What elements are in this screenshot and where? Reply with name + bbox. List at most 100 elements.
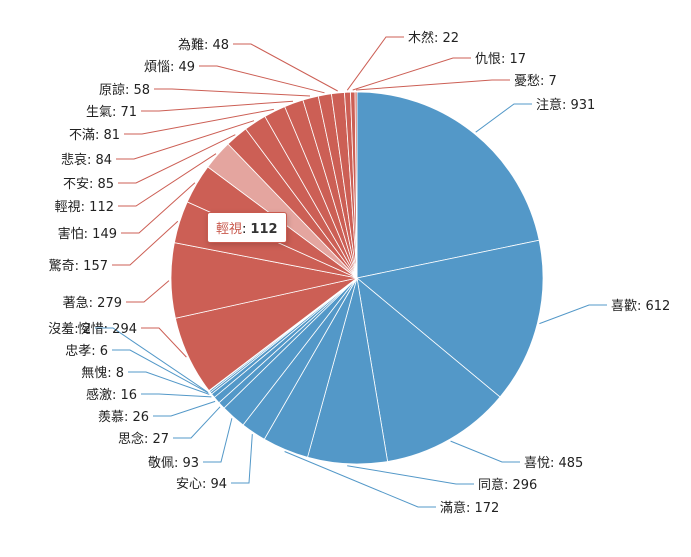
slice-label-value: 84 [95,153,112,168]
label-line-敬佩 [203,418,233,463]
slice-label-喜歡: 喜歡: 612 [611,299,670,314]
slice-label-name: 安心: [176,477,211,492]
slice-label-value: 296 [513,478,538,493]
slices-layer [170,91,544,465]
label-line-思念 [173,406,221,439]
slice-label-敬佩: 敬佩: 93 [148,455,199,471]
slice-label-惋惜: 惋惜: 294 [78,321,137,337]
slice-label-輕視: 輕視: 112 [55,200,114,215]
slice-label-name: 木然: [408,30,443,46]
slice-label-value: 485 [559,456,584,471]
slice-label-羨慕: 羨慕: 26 [98,410,149,425]
slice-label-value: 22 [443,31,460,46]
slice-label-忠孝: 忠孝: 6 [65,344,108,359]
slice-label-value: 149 [92,227,117,242]
slice-label-value: 157 [83,259,108,274]
slice-label-value: 172 [475,501,500,516]
label-line-安心 [231,434,253,484]
label-line-喜悅 [450,440,520,463]
pie-slice-喜歡[interactable] [356,239,544,398]
label-line-驚奇 [112,220,179,266]
label-line-煩惱 [199,65,325,94]
slice-label-木然: 木然: 22 [408,30,459,46]
slice-label-感激: 感激: 16 [86,387,137,403]
slice-label-value: 931 [571,98,596,113]
slice-label-value: 85 [97,177,114,192]
slice-label-name: 害怕: [58,226,93,242]
slice-label-同意: 同意: 296 [478,477,537,493]
slice-label-name: 煩惱: [144,60,179,75]
slice-label-思念: 思念: 27 [118,431,169,447]
slice-label-name: 為難: [178,37,213,53]
slice-label-name: 著急: [63,296,98,311]
slice-label-value: 49 [178,60,195,75]
slice-label-name: 悲哀: [61,152,96,168]
label-line-沒羞 [95,327,208,393]
label-line-注意 [475,103,532,133]
tooltip-separator: : [242,222,247,237]
slice-label-生氣: 生氣: 71 [86,105,137,120]
slice-label-煩惱: 煩惱: 49 [144,60,195,75]
label-line-為難 [233,43,338,92]
label-line-生氣 [141,100,294,112]
slice-label-name: 生氣: [86,105,121,120]
label-lines-layer [95,36,607,508]
label-line-喜歡 [539,304,607,325]
slice-label-name: 輕視: [55,200,90,215]
label-line-著急 [126,280,170,303]
slice-label-不滿: 不滿: 81 [69,127,120,143]
label-line-害怕 [121,182,196,234]
slice-label-name: 不安: [63,177,98,192]
label-line-仇恨 [352,57,471,91]
slice-label-value: 112 [89,200,114,215]
label-line-忠孝 [112,349,209,394]
slice-label-著急: 著急: 279 [63,296,122,311]
pie-slice-喜悅[interactable] [356,277,501,462]
slice-label-name: 思念: [118,431,153,447]
slice-label-value: 26 [132,410,149,425]
slice-label-name: 喜歡: [611,299,646,314]
slice-label-name: 惋惜: [78,321,113,337]
label-line-羨慕 [153,400,216,417]
slice-label-value: 94 [210,477,227,492]
slice-label-name: 同意: [478,477,513,493]
slice-label-name: 敬佩: [148,455,183,471]
slice-label-name: 忠孝: [65,344,100,359]
label-line-同意 [347,465,474,485]
label-line-輕視 [118,153,217,207]
label-line-悲哀 [116,120,255,160]
slice-label-害怕: 害怕: 149 [58,226,117,242]
slice-label-name: 滿意: [440,500,475,516]
label-line-感激 [141,393,212,398]
label-line-憂愁 [355,79,510,91]
slice-label-name: 憂愁: [514,74,549,89]
label-line-原諒 [154,88,311,97]
slice-label-value: 58 [133,83,150,98]
slice-label-name: 喜悅: [524,456,559,471]
slice-label-name: 注意: [536,97,571,113]
label-line-滿意 [284,451,436,508]
slice-label-滿意: 滿意: 172 [440,500,499,516]
label-line-木然 [346,36,404,91]
tooltip: 輕視: 112 [207,212,287,243]
slice-label-不安: 不安: 85 [63,177,114,192]
pie-slice-憂愁[interactable] [354,91,358,279]
slice-label-注意: 注意: 931 [536,97,595,113]
slice-label-value: 27 [152,432,169,447]
slice-label-name: 驚奇: [49,258,84,274]
pie-slice-注意[interactable] [356,91,540,279]
slice-label-value: 16 [120,388,137,403]
label-line-不安 [118,134,236,184]
slice-label-value: 8 [116,366,124,381]
slice-label-name: 羨慕: [98,410,133,425]
slice-label-name: 仇恨: [475,52,510,67]
slice-label-value: 6 [100,344,108,359]
slice-label-value: 612 [646,299,671,314]
slice-label-憂愁: 憂愁: 7 [514,74,557,89]
slice-label-name: 不滿: [69,127,104,143]
slice-label-沒羞: 沒羞: 2 [48,322,91,337]
slice-label-value: 48 [212,38,229,53]
